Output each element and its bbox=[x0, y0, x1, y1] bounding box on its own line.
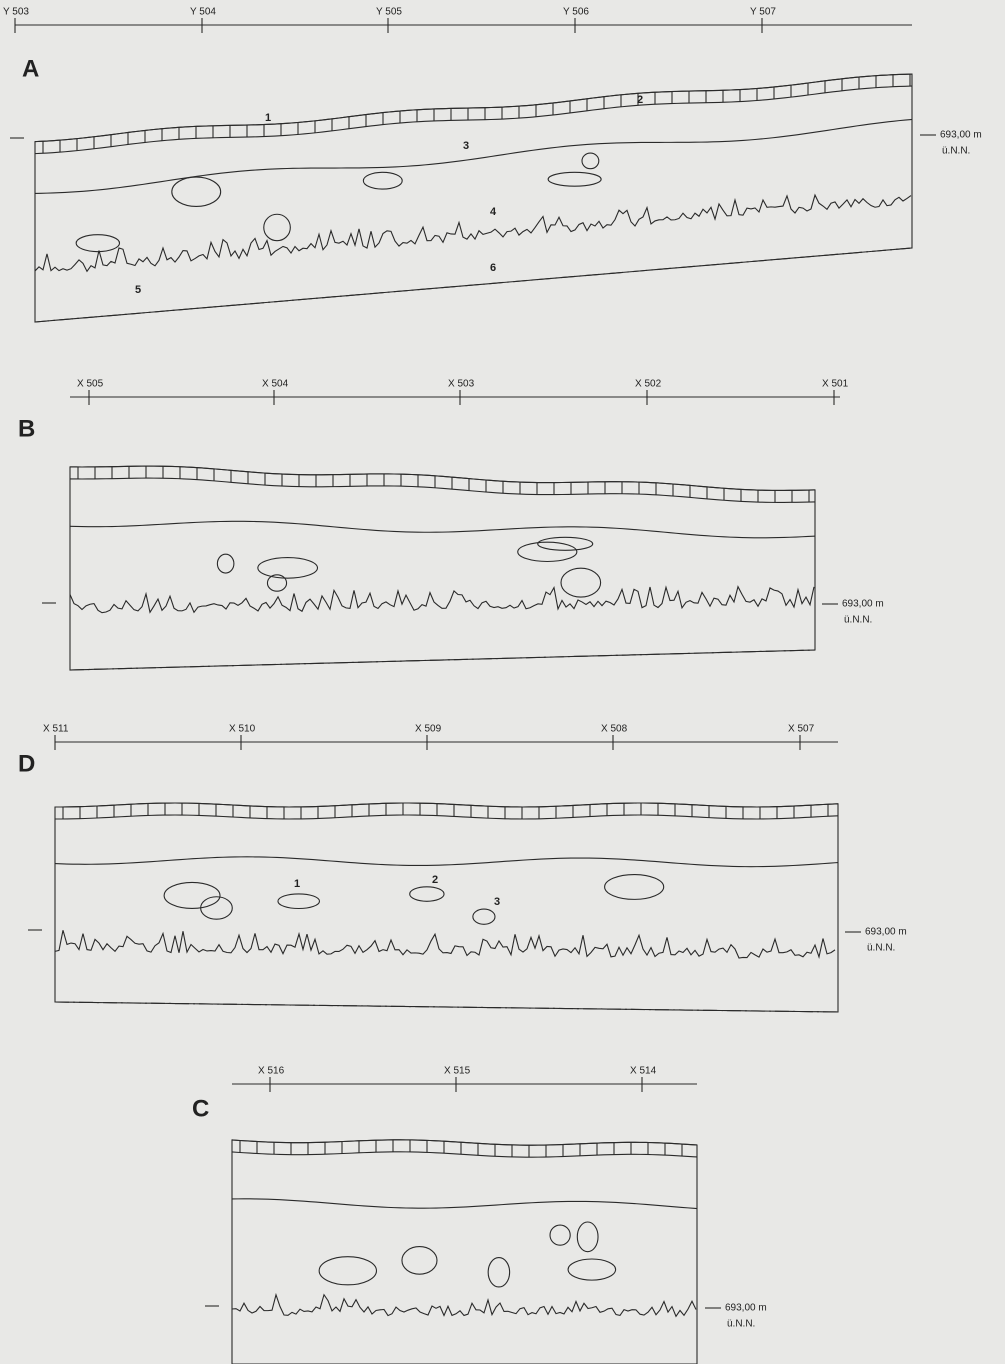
grid-label: X 516 bbox=[258, 1066, 285, 1077]
elevation-label: 693,00 m bbox=[865, 927, 907, 938]
stone bbox=[549, 1224, 571, 1246]
bedrock-contact bbox=[54, 930, 836, 959]
stone bbox=[163, 881, 221, 910]
grid-label: X 509 bbox=[415, 724, 442, 735]
panel-letter: C bbox=[192, 1095, 209, 1122]
layer-boundary bbox=[34, 118, 913, 194]
layer-number: 2 bbox=[432, 874, 438, 886]
bedrock-contact bbox=[231, 1292, 697, 1318]
panel-letter: D bbox=[18, 750, 35, 777]
grid-label: X 514 bbox=[630, 1066, 657, 1077]
section-panel: Y 503 Y 504 Y 505 Y 506 Y 507 A 693,00 m ü.N.N.… bbox=[3, 7, 982, 323]
datum-label: ü.N.N. bbox=[867, 943, 895, 954]
soil-fill bbox=[231, 1139, 698, 1364]
stone bbox=[257, 557, 319, 579]
layer-number: 1 bbox=[294, 878, 300, 890]
stone bbox=[171, 176, 222, 207]
soil-fill bbox=[69, 465, 816, 671]
elevation-label: 693,00 m bbox=[940, 130, 982, 141]
stone bbox=[200, 896, 233, 920]
stone bbox=[576, 1221, 599, 1253]
stone bbox=[517, 541, 578, 563]
grid-label: X 505 bbox=[77, 379, 104, 390]
stone bbox=[547, 171, 602, 187]
grid-label: Y 505 bbox=[376, 7, 402, 18]
sod-base bbox=[34, 85, 913, 155]
layer-boundary bbox=[231, 1198, 698, 1210]
stone bbox=[318, 1256, 378, 1286]
bedrock-contact bbox=[69, 585, 815, 614]
stone bbox=[472, 908, 496, 925]
surface-line bbox=[54, 802, 839, 808]
stone bbox=[409, 886, 445, 902]
grid-label: X 507 bbox=[788, 724, 815, 735]
grid-label: X 503 bbox=[448, 379, 475, 390]
lower-boundary bbox=[54, 1001, 839, 1013]
grid-label: Y 504 bbox=[190, 7, 216, 18]
section-panel: X 516 X 515 X 514 C 693,00 m ü.N.N. bbox=[192, 1066, 767, 1364]
grid-label: X 504 bbox=[262, 379, 289, 390]
elevation-label: 693,00 m bbox=[725, 1303, 767, 1314]
grid-label: X 502 bbox=[635, 379, 662, 390]
grid-label: X 515 bbox=[444, 1066, 471, 1077]
grid-label: Y 506 bbox=[563, 7, 589, 18]
panel-letter: A bbox=[22, 55, 39, 82]
stone bbox=[277, 893, 321, 910]
stone bbox=[581, 152, 600, 170]
stone bbox=[401, 1246, 438, 1275]
layer-number: 2 bbox=[637, 94, 643, 106]
panel-letter: B bbox=[18, 415, 35, 442]
grid-label: Y 503 bbox=[3, 7, 29, 18]
datum-label: ü.N.N. bbox=[727, 1319, 755, 1330]
grid-label: X 508 bbox=[601, 724, 628, 735]
stone bbox=[263, 213, 291, 242]
grid-label: X 511 bbox=[43, 724, 69, 735]
grid-label: X 501 bbox=[822, 379, 849, 390]
surface-line bbox=[69, 465, 816, 491]
stone bbox=[567, 1258, 617, 1281]
stone bbox=[75, 234, 121, 253]
sod-base bbox=[231, 1151, 698, 1158]
bedrock-contact bbox=[34, 193, 912, 273]
section-panel: X 511 X 510 X 509 X 508 X 507 D 693,00 m ü.N.N.… bbox=[18, 724, 907, 1013]
stone bbox=[266, 574, 288, 592]
section-panel: X 505 X 504 X 503 X 502 X 501 B 693,00 m ü.N.N. bbox=[18, 379, 884, 671]
stone bbox=[537, 536, 594, 551]
stone bbox=[216, 553, 235, 574]
stone bbox=[560, 567, 602, 598]
surface-line bbox=[231, 1139, 698, 1146]
sod-base bbox=[69, 477, 816, 503]
stone bbox=[604, 873, 665, 900]
datum-label: ü.N.N. bbox=[942, 146, 970, 157]
datum-label: ü.N.N. bbox=[844, 615, 872, 626]
lower-boundary bbox=[69, 649, 816, 671]
layer-number: 1 bbox=[265, 112, 271, 124]
layer-number: 4 bbox=[490, 206, 497, 218]
layer-number: 6 bbox=[490, 262, 496, 274]
stone bbox=[487, 1257, 511, 1288]
layer-boundary bbox=[69, 520, 816, 539]
soil-fill bbox=[54, 802, 839, 1013]
grid-label: Y 507 bbox=[750, 7, 776, 18]
layer-number: 3 bbox=[494, 896, 500, 908]
lower-boundary bbox=[34, 247, 913, 323]
layer-number: 5 bbox=[135, 284, 141, 296]
stone bbox=[362, 171, 403, 190]
sod-base bbox=[54, 814, 839, 820]
layer-boundary bbox=[54, 856, 839, 868]
elevation-label: 693,00 m bbox=[842, 599, 884, 610]
surface-line bbox=[34, 73, 913, 143]
layer-number: 3 bbox=[463, 140, 469, 152]
grid-label: X 510 bbox=[229, 724, 256, 735]
